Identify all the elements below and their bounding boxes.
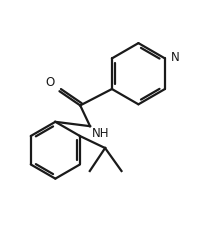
Text: O: O	[46, 76, 55, 90]
Text: N: N	[170, 51, 179, 64]
Text: NH: NH	[92, 127, 109, 140]
